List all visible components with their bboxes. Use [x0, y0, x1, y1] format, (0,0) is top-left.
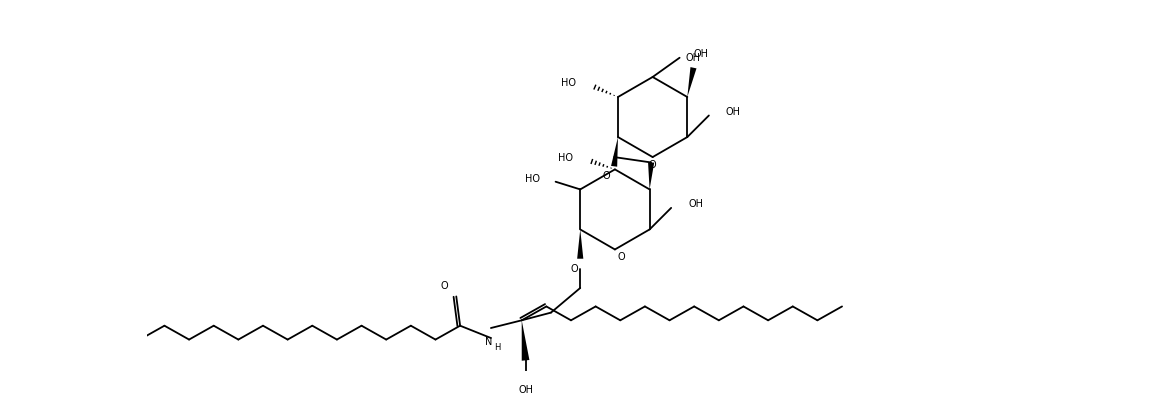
Text: O: O	[649, 160, 656, 170]
Text: O: O	[570, 264, 578, 274]
Text: O: O	[441, 281, 449, 291]
Text: OH: OH	[726, 107, 741, 117]
Polygon shape	[687, 67, 696, 97]
Text: OH: OH	[686, 53, 701, 63]
Polygon shape	[577, 229, 584, 259]
Text: HO: HO	[561, 78, 576, 88]
Text: O: O	[603, 171, 610, 181]
Polygon shape	[648, 162, 654, 189]
Text: HO: HO	[557, 153, 572, 163]
Polygon shape	[611, 137, 618, 167]
Text: OH: OH	[693, 49, 709, 59]
Text: O: O	[617, 252, 625, 262]
Polygon shape	[521, 320, 529, 361]
Text: HO: HO	[525, 174, 540, 184]
Text: N: N	[485, 337, 493, 347]
Text: OH: OH	[688, 199, 703, 209]
Text: OH: OH	[518, 384, 533, 394]
Text: H: H	[494, 343, 501, 352]
